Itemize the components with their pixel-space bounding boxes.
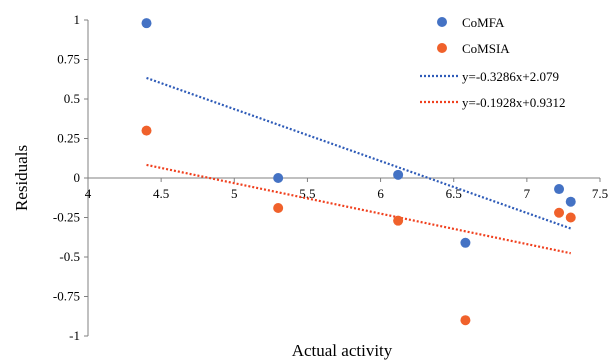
x-tick-label: 4.5 (153, 186, 169, 201)
trendline-comfa (146, 76, 572, 230)
data-point-comfa (273, 173, 284, 183)
y-tick-label: -0.25 (53, 210, 80, 225)
y-tick-label: 1 (74, 12, 81, 27)
data-point-comfa (141, 18, 152, 29)
legend-label-comfa: CoMFA (462, 15, 505, 30)
x-tick-label: 4 (85, 186, 92, 201)
y-tick-label: 0 (74, 170, 81, 185)
x-tick-label: 6.5 (446, 186, 462, 201)
legend-marker-comfa (437, 17, 447, 27)
y-tick-label: -1 (69, 328, 80, 343)
x-tick-label: 5 (231, 186, 238, 201)
legend: CoMFA CoMSIA y=-0.3286x+2.079 y=-0.1928x+0.… (420, 15, 566, 110)
data-point-comsia (460, 315, 471, 326)
data-point-comsia (565, 212, 576, 223)
x-tick-label: 6 (377, 186, 384, 201)
legend-trendline-label-comsia: y=-0.1928x+0.9312 (462, 95, 566, 110)
y-tick-label: 0.5 (64, 91, 80, 106)
x-axis-title: Actual activity (292, 341, 393, 360)
legend-trendline-label-comfa: y=-0.3286x+2.079 (462, 69, 559, 84)
data-point-comfa (554, 184, 565, 195)
y-axis-title: Residuals (12, 145, 31, 211)
data-point-comfa (460, 237, 471, 248)
x-tick-label: 7.5 (592, 186, 608, 201)
y-tick-label: 0.25 (57, 131, 80, 146)
data-point-comfa (393, 169, 404, 180)
data-point-comfa (565, 196, 576, 207)
legend-marker-comsia (437, 43, 447, 53)
data-point-comsia (554, 207, 565, 218)
plot-area: 10.750.50.250-0.25-0.5-0.75-14 4.5 5 5.5 6 6.… (53, 12, 608, 343)
data-point-comsia (393, 215, 404, 226)
y-tick-label: 0.75 (57, 52, 80, 67)
x-tick-label: 7 (524, 186, 531, 201)
y-tick-label: -0.75 (53, 289, 80, 304)
legend-label-comsia: CoMSIA (462, 41, 510, 56)
y-tick-label: -0.5 (59, 249, 80, 264)
data-point-comsia (273, 203, 284, 214)
trendline-comsia (146, 163, 571, 255)
data-point-comsia (141, 125, 152, 136)
